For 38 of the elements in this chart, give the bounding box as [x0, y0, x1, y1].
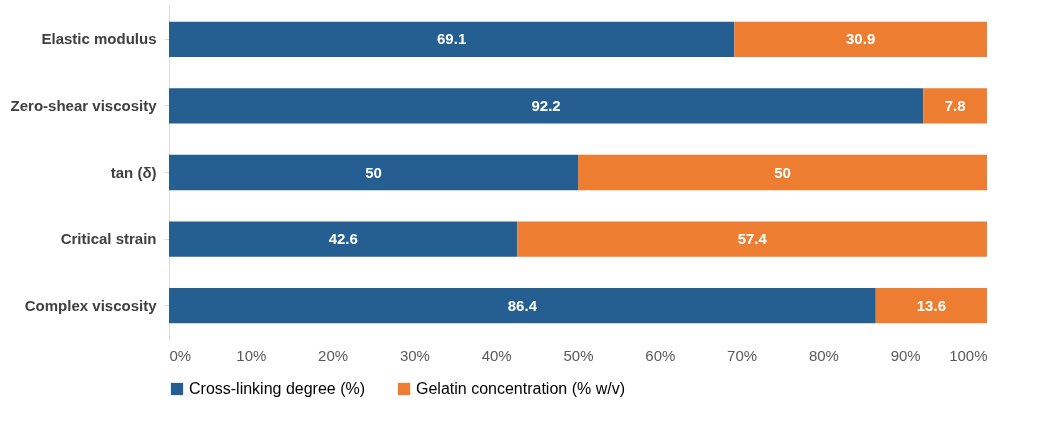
- data-label: 92.2: [531, 96, 561, 114]
- x-tick-label: 40%: [481, 346, 512, 364]
- y-tick-label: Critical strain: [60, 230, 157, 248]
- bar: [578, 154, 987, 191]
- bar: [169, 88, 924, 124]
- x-tick-label: 90%: [890, 346, 921, 364]
- y-tick-label: Elastic modulus: [41, 30, 157, 48]
- data-label: 30.9: [846, 30, 876, 48]
- x-tick-label: 100%: [949, 346, 988, 364]
- x-tick-label: 70%: [727, 346, 758, 364]
- bar: [875, 288, 987, 324]
- data-label: 13.6: [916, 296, 946, 314]
- x-tick-label: 60%: [645, 346, 676, 364]
- x-tick-label: 30%: [399, 346, 430, 364]
- x-tick-label: 80%: [808, 346, 839, 364]
- x-tick-label: 10%: [236, 346, 267, 364]
- data-label: 86.4: [507, 296, 538, 314]
- y-tick-label: tan (δ): [110, 163, 157, 181]
- x-tick-label: 20%: [318, 346, 349, 364]
- x-tick-label: 0%: [169, 346, 192, 364]
- legend-label: Gelatin concentration (% w/v): [416, 380, 625, 397]
- data-label: 50: [365, 163, 382, 181]
- bar: [169, 21, 735, 57]
- y-tick-label: Zero-shear viscosity: [10, 96, 158, 114]
- bar: [923, 88, 987, 124]
- data-label: 57.4: [737, 230, 768, 248]
- bar: [169, 221, 518, 257]
- data-label: 42.6: [328, 230, 358, 248]
- data-label: 7.8: [944, 96, 966, 114]
- x-tick-label: 50%: [563, 346, 594, 364]
- legend-label: Cross-linking degree (%): [189, 380, 366, 397]
- bar: [169, 154, 578, 191]
- data-label: 69.1: [437, 30, 467, 48]
- bar: [169, 288, 876, 324]
- bar: [517, 221, 987, 257]
- bar: [734, 21, 987, 57]
- y-tick-label: Complex viscosity: [24, 296, 158, 314]
- data-label: 50: [774, 163, 791, 181]
